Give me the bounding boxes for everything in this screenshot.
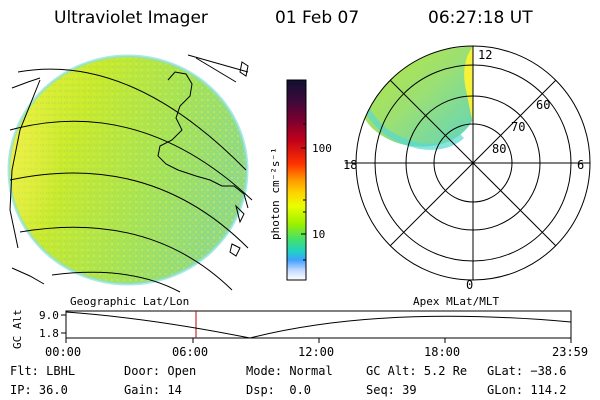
instrument-title: Ultraviolet Imager bbox=[54, 8, 208, 28]
alt-tick-9: 9.0 bbox=[39, 309, 59, 322]
colorbar: 100 10 photon cm⁻²s⁻¹ bbox=[269, 79, 332, 281]
polar-plot: 12 18 6 0 60 70 80 bbox=[343, 45, 591, 292]
altitude-curve bbox=[65, 311, 572, 339]
mlt-label-6: 6 bbox=[577, 158, 584, 172]
polar-image bbox=[361, 46, 473, 150]
mlt-label-12: 12 bbox=[478, 48, 492, 62]
mlat-label-70: 70 bbox=[511, 120, 525, 134]
status-dsp: Dsp: 0.0 bbox=[246, 383, 312, 397]
mlat-label-80: 80 bbox=[492, 142, 506, 156]
status-door: Door: Open bbox=[124, 364, 197, 378]
mlt-label-18: 18 bbox=[343, 158, 357, 172]
date-label: 01 Feb 07 bbox=[275, 8, 360, 28]
alt-tick-1-8: 1.8 bbox=[39, 327, 59, 340]
colorbar-unit-label: photon cm⁻²s⁻¹ bbox=[269, 147, 282, 240]
colorbar-tick-10: 10 bbox=[312, 228, 325, 241]
coastline-outline bbox=[11, 61, 249, 285]
geographic-caption: Geographic Lat/Lon bbox=[70, 295, 190, 308]
status-glat: GLat: −38.6 bbox=[487, 364, 567, 378]
status-flt: Flt: LBHL bbox=[10, 364, 76, 378]
alt-xtick-0600: 06:00 bbox=[172, 345, 208, 359]
colorbar-tick-100: 100 bbox=[312, 142, 332, 155]
status-seq: Seq: 39 bbox=[366, 383, 417, 397]
mlat-label-60: 60 bbox=[536, 98, 550, 112]
altitude-plot: 9.0 1.8 GC Alt 00:00 06:00 12:00 18:00 2… bbox=[11, 309, 588, 359]
status-glon: GLon: 114.2 bbox=[487, 383, 567, 397]
alt-xtick-1800: 18:00 bbox=[424, 345, 460, 359]
status-gain: Gain: 14 bbox=[124, 383, 182, 397]
status-ip: IP: 36.0 bbox=[10, 383, 68, 397]
mlt-label-0: 0 bbox=[466, 278, 473, 292]
apex-caption: Apex MLat/MLT bbox=[413, 295, 500, 308]
geographic-grid bbox=[9, 54, 253, 293]
time-label: 06:27:18 UT bbox=[428, 8, 533, 28]
status-mode: Mode: Normal bbox=[246, 364, 333, 378]
alt-xtick-1200: 12:00 bbox=[298, 345, 334, 359]
earth-disk-image bbox=[7, 54, 249, 286]
alt-xtick-0000: 00:00 bbox=[45, 345, 81, 359]
alt-xtick-2359: 23:59 bbox=[552, 345, 588, 359]
alt-ylabel: GC Alt bbox=[11, 309, 24, 349]
status-gc-alt: GC Alt: 5.2 Re bbox=[366, 364, 468, 378]
